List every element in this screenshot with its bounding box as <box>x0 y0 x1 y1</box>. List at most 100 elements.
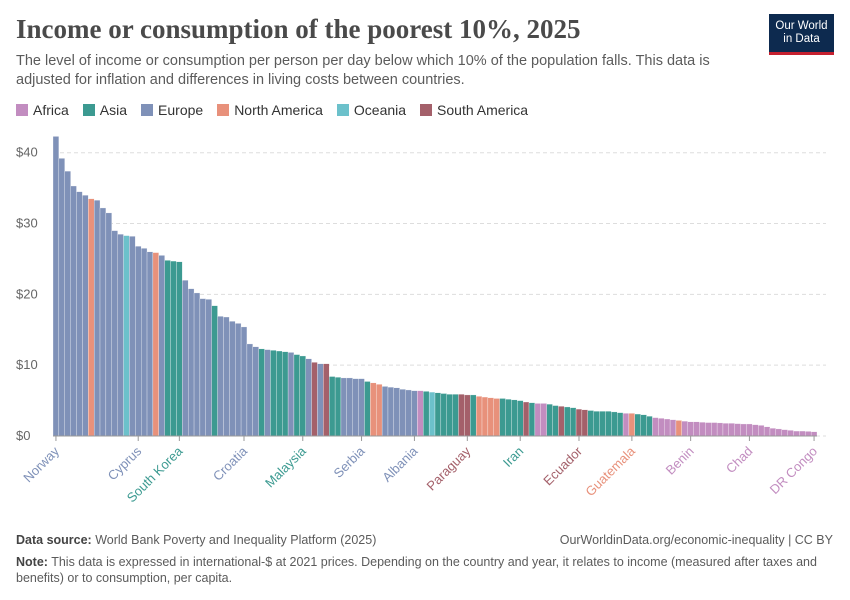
bar <box>652 417 659 437</box>
bar <box>528 402 536 437</box>
bar <box>117 234 124 437</box>
x-tick-label: Guatemala <box>582 443 638 499</box>
bar <box>240 326 248 437</box>
source: Data source: World Bank Poverty and Ineq… <box>16 533 376 547</box>
legend-item[interactable]: Asia <box>82 102 128 118</box>
logo-text: Our World in Data <box>775 20 828 45</box>
logo[interactable]: Our World in Data <box>769 14 834 55</box>
bar <box>158 255 165 437</box>
y-tick-label: $20 <box>16 286 38 301</box>
url[interactable]: OurWorldinData.org/economic-inequality |… <box>559 533 833 547</box>
bar <box>540 403 547 437</box>
bar <box>558 406 565 437</box>
bar <box>617 412 624 437</box>
chart-title: Income or consumption of the poorest 10%… <box>16 14 581 44</box>
bar <box>611 411 618 437</box>
bar <box>810 431 818 437</box>
bar <box>734 423 741 437</box>
bar <box>417 390 424 437</box>
note-label: Note: <box>16 555 48 569</box>
x-tick-label: Norway <box>20 443 62 485</box>
bar <box>105 212 112 437</box>
bar <box>311 362 318 437</box>
bar <box>428 391 436 437</box>
legend-label: Asia <box>99 102 128 118</box>
x-tick-label: Serbia <box>330 443 368 481</box>
y-tick-label: $30 <box>16 216 38 231</box>
bar <box>52 136 60 437</box>
legend-swatch <box>141 104 154 116</box>
bar <box>587 410 594 437</box>
bar <box>93 200 101 437</box>
x-tick-label: Albania <box>379 443 421 485</box>
bar <box>364 381 371 437</box>
bar <box>799 430 806 437</box>
bar <box>628 413 635 437</box>
bar <box>293 354 300 437</box>
bar <box>346 377 353 437</box>
bar <box>252 346 259 437</box>
bar <box>711 422 718 437</box>
bar <box>182 280 189 437</box>
legend-item[interactable]: Africa <box>16 102 69 118</box>
bar <box>146 251 154 437</box>
bar <box>170 260 177 437</box>
bar <box>381 386 389 437</box>
bar <box>728 423 735 437</box>
bar <box>393 387 400 437</box>
bar <box>464 394 471 437</box>
bar <box>687 421 694 437</box>
bar <box>787 430 794 437</box>
bar <box>135 246 142 437</box>
legend-label: North America <box>234 102 323 118</box>
bar <box>805 431 812 437</box>
legend-item[interactable]: Europe <box>141 102 203 118</box>
x-tick-label: DR Congo <box>767 444 821 498</box>
bar <box>446 394 453 437</box>
legend-item[interactable]: South America <box>420 102 528 118</box>
bar <box>699 422 706 437</box>
bar <box>305 358 312 437</box>
bar <box>88 198 95 437</box>
bar <box>176 261 183 437</box>
bar <box>487 397 494 437</box>
bar <box>581 409 588 437</box>
note-text: This data is expressed in international-… <box>16 555 817 585</box>
source-text: World Bank Poverty and Inequality Platfo… <box>95 533 377 547</box>
bar <box>693 421 700 437</box>
x-tick-label: Paraguay <box>423 443 473 493</box>
bar <box>199 298 206 437</box>
y-tick-label: $40 <box>16 145 38 160</box>
bar <box>470 394 477 437</box>
legend-item[interactable]: North America <box>217 102 323 118</box>
bar <box>411 390 418 437</box>
legend-item[interactable]: Oceania <box>336 102 406 118</box>
bar <box>440 393 447 437</box>
x-tick-label: Cyprus <box>105 443 145 483</box>
bar <box>376 384 383 437</box>
bar <box>722 423 729 437</box>
legend-swatch <box>82 104 95 116</box>
subtitle: The level of income or consumption per p… <box>16 53 710 88</box>
bar <box>669 419 677 437</box>
bar <box>217 316 224 437</box>
bar <box>552 405 559 437</box>
bar <box>705 422 712 437</box>
bar <box>358 378 365 437</box>
legend-label: Europe <box>158 102 204 118</box>
bar <box>781 429 788 437</box>
bar <box>99 207 107 437</box>
source-label: Data source: <box>16 533 92 547</box>
bar <box>681 420 688 437</box>
bar <box>499 398 506 437</box>
x-tick-label: Chad <box>723 444 756 477</box>
bar <box>593 411 600 437</box>
bar <box>746 423 753 437</box>
bar <box>399 389 406 437</box>
bar <box>64 170 71 437</box>
bar <box>205 299 212 437</box>
bar <box>564 406 571 437</box>
bar <box>640 414 647 437</box>
bar <box>505 399 512 437</box>
bar <box>599 411 606 437</box>
